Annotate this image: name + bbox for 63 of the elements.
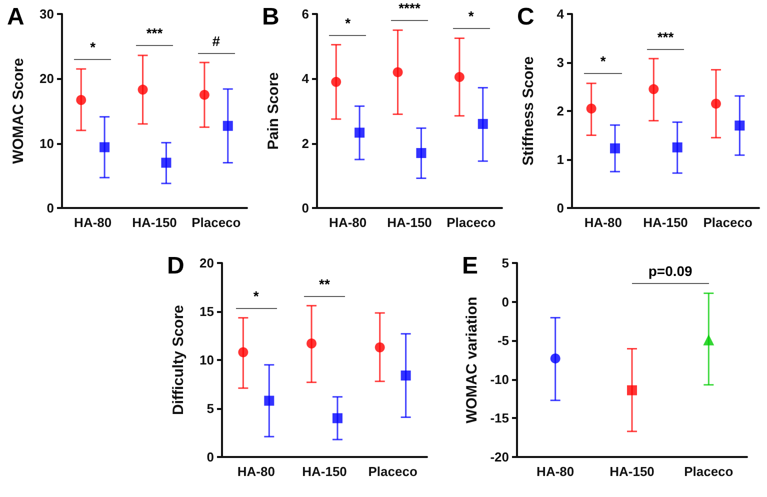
y-tick-label: 4 [556,6,565,22]
x-tick-label: Placeco [703,215,752,230]
chart-title: E [462,252,478,280]
y-tick-label: -10 [490,372,509,387]
x-tick-label: HA-150 [132,215,177,230]
y-tick-label: 10 [200,352,214,368]
annotation: * [253,288,259,304]
point [550,353,560,364]
y-tick-label: 0 [502,294,509,310]
x-tick-label: Placeco [684,464,734,479]
y-tick-label: 2 [302,136,309,151]
y-tick-label: 2 [556,104,564,118]
x-tick-label: HA-150 [387,215,432,230]
y-tick-label: 0 [206,450,214,464]
annotation: ** [319,276,330,292]
y-tick-label: 30 [40,6,54,22]
y-tick-label: 10 [40,136,54,151]
annotation: **** [398,0,420,16]
y-tick-label: 20 [40,71,54,86]
chart-title: B [262,4,280,30]
y-axis-title: Stiffness Score [520,56,537,166]
x-tick-label: HA-150 [643,215,688,230]
annotation: *** [146,25,163,42]
x-tick-label: HA-80 [536,464,574,479]
x-tick-label: HA-80 [237,464,275,479]
annotation: * [468,8,474,24]
annotation: *** [657,28,674,45]
y-tick-label: 1 [556,152,564,167]
annotation: p=0.09 [648,263,692,280]
annotation: * [345,14,351,31]
y-tick-label: 5 [206,401,214,416]
y-tick-label: 4 [302,71,310,86]
x-tick-label: HA-80 [74,215,112,230]
x-tick-label: Placeco [446,215,496,230]
y-tick-label: 0 [46,200,54,216]
y-tick-label: 3 [556,55,564,70]
x-tick-label: HA-150 [302,464,347,479]
x-tick-label: HA-80 [329,215,367,230]
y-tick-label: -20 [490,450,509,464]
y-tick-label: 0 [302,200,309,216]
x-tick-label: HA-150 [610,464,654,479]
y-tick-label: 15 [200,304,214,319]
y-tick-label: -15 [490,410,509,426]
annotation: * [90,38,96,55]
y-tick-label: 20 [200,256,214,270]
chart-title: A [7,4,24,30]
x-tick-label: HA-80 [584,215,622,230]
x-tick-label: Placeco [192,215,241,230]
chart-title: C [517,4,534,30]
point [627,385,637,396]
y-axis-title: Pain Score [265,72,282,150]
y-tick-label: 0 [556,200,564,216]
y-tick-label: -5 [497,333,509,348]
chart-title: D [167,252,184,280]
y-axis-title: WOMAC Score [10,58,27,164]
y-axis-title: Difficulty Score [170,304,187,416]
y-axis-title: WOMAC variation [463,296,480,424]
y-tick-label: 5 [502,256,509,270]
point [703,334,714,346]
annotation: # [212,32,220,48]
annotation: * [600,53,606,70]
x-tick-label: Placeco [368,464,418,479]
y-tick-label: 6 [302,6,309,22]
